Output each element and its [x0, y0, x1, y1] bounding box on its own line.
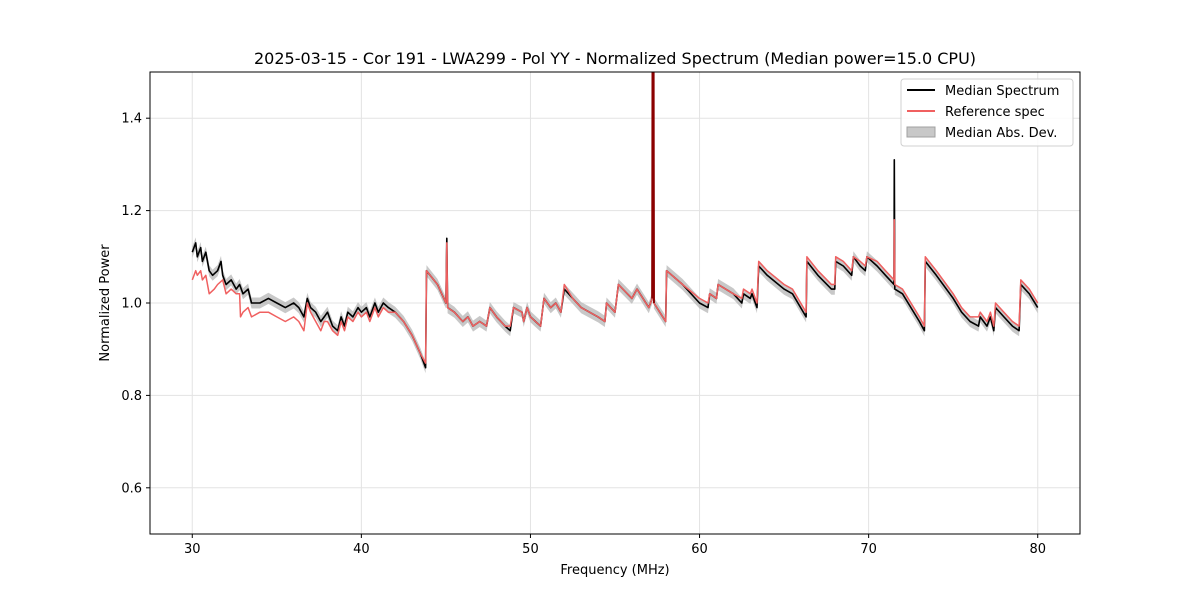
legend-mad-label: Median Abs. Dev. [945, 126, 1057, 141]
legend-median-label: Median Spectrum [945, 84, 1059, 99]
chart-title: 2025-03-15 - Cor 191 - LWA299 - Pol YY -… [254, 49, 976, 68]
y-ticks: 0.6 0.8 1.0 1.2 1.4 [121, 112, 150, 496]
y-axis-label: Normalized Power [98, 244, 113, 362]
x-ticks: 30 40 50 60 70 80 [184, 534, 1046, 557]
reference-spec-line [191, 72, 1039, 364]
series-layer [191, 72, 1039, 369]
spike-overlap-line [651, 72, 655, 304]
legend-reference-label: Reference spec [945, 105, 1045, 120]
y-tick-label: 1.2 [121, 204, 142, 219]
y-tick-label: 0.6 [121, 481, 142, 496]
x-tick-label: 80 [1029, 542, 1046, 557]
y-tick-label: 1.0 [121, 297, 142, 312]
y-tick-label: 1.4 [121, 112, 142, 127]
legend-mad-swatch [906, 126, 936, 138]
x-tick-label: 70 [860, 542, 877, 557]
x-tick-label: 50 [522, 542, 539, 557]
x-tick-label: 30 [184, 542, 201, 557]
y-tick-label: 0.8 [121, 389, 142, 404]
x-tick-label: 60 [691, 542, 708, 557]
x-tick-label: 40 [353, 542, 370, 557]
legend-box [900, 78, 1074, 147]
x-axis-label: Frequency (MHz) [560, 563, 669, 578]
legend: Median Spectrum Reference spec Median Ab… [900, 78, 1074, 147]
